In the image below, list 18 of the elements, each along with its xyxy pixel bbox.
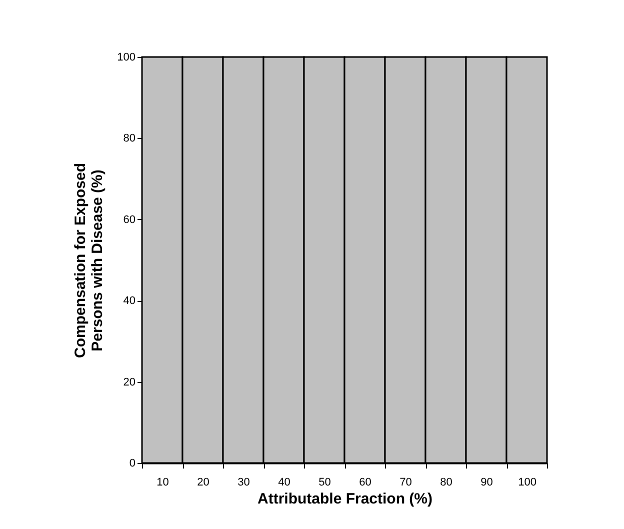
y-tick-label: 100 [117, 52, 136, 64]
y-axis-title: Compensation for Exposed Persons with Disease (%) [72, 162, 106, 358]
x-tick-label: 50 [318, 476, 331, 488]
x-tick-label: 30 [238, 476, 250, 488]
x-axis-title: Attributable Fraction (%) [258, 490, 432, 508]
x-tick-label: 10 [156, 476, 169, 488]
x-tick-label: 60 [359, 476, 372, 488]
x-tick-label: 40 [278, 476, 290, 488]
x-tick-label: 80 [440, 476, 452, 488]
x-tick-label: 100 [518, 476, 536, 488]
y-tick-label: 0 [129, 458, 136, 470]
x-tick-label: 70 [400, 476, 412, 488]
y-tick-label: 60 [123, 214, 136, 226]
x-tick-label: 90 [480, 476, 493, 488]
y-tick-label: 40 [123, 295, 136, 308]
y-tick-label: 80 [123, 132, 136, 145]
x-tick-label: 20 [197, 476, 210, 488]
y-tick-label: 20 [123, 376, 136, 388]
